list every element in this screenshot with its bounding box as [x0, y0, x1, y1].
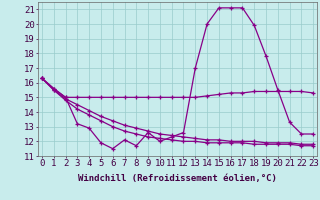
- X-axis label: Windchill (Refroidissement éolien,°C): Windchill (Refroidissement éolien,°C): [78, 174, 277, 183]
